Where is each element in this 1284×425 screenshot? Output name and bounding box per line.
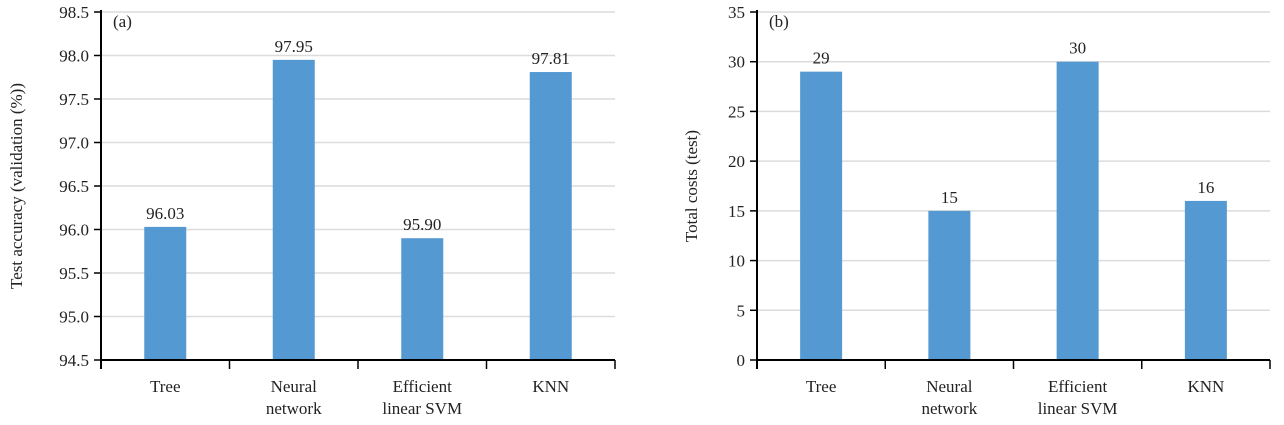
y-tick-label: 98.0 (59, 47, 89, 66)
bar (529, 72, 572, 360)
x-category-label: KNN (1187, 377, 1224, 396)
bar (1056, 61, 1099, 360)
x-category-label: Tree (806, 377, 837, 396)
y-axis-title: Total costs (test) (682, 130, 701, 242)
x-category-label: Tree (150, 377, 181, 396)
y-tick-label: 25 (728, 102, 745, 121)
panel-label: (b) (769, 12, 789, 31)
y-tick-label: 5 (737, 301, 746, 320)
x-category-label: linear SVM (1038, 399, 1118, 418)
y-tick-label: 97.0 (59, 134, 89, 153)
y-tick-label: 97.5 (59, 90, 89, 109)
x-category-label: Neural (926, 377, 973, 396)
x-category-label: Efficient (1048, 377, 1107, 396)
bar (272, 59, 315, 360)
data-label: 97.81 (532, 49, 570, 68)
bar (401, 238, 444, 360)
y-tick-label: 95.0 (59, 308, 89, 327)
data-label: 96.03 (146, 204, 184, 223)
data-label: 97.95 (275, 37, 313, 56)
y-tick-label: 15 (728, 202, 745, 221)
bar (800, 71, 843, 361)
y-tick-label: 94.5 (59, 351, 89, 370)
y-tick-label: 98.5 (59, 3, 89, 22)
y-tick-label: 0 (737, 351, 746, 370)
data-label: 15 (941, 188, 958, 207)
data-label: 30 (1069, 39, 1086, 58)
x-category-label: network (266, 399, 322, 418)
data-label: 29 (813, 49, 830, 68)
x-category-label: Neural (271, 377, 318, 396)
x-category-label: network (922, 399, 978, 418)
x-category-label: Efficient (393, 377, 452, 396)
panel-label: (a) (113, 12, 132, 31)
y-axis-title: Test accuracy (validation (%)) (7, 83, 26, 289)
y-tick-label: 96.5 (59, 177, 89, 196)
y-tick-label: 95.5 (59, 264, 89, 283)
y-tick-label: 10 (728, 252, 745, 271)
bar (928, 210, 971, 360)
bar (144, 226, 187, 360)
x-category-label: linear SVM (382, 399, 462, 418)
y-tick-label: 30 (728, 53, 745, 72)
data-label: 16 (1197, 178, 1214, 197)
y-tick-label: 35 (728, 3, 745, 22)
data-label: 95.90 (403, 215, 441, 234)
x-category-label: KNN (532, 377, 569, 396)
bar (1184, 200, 1227, 360)
y-tick-label: 20 (728, 152, 745, 171)
y-tick-label: 96.0 (59, 221, 89, 240)
